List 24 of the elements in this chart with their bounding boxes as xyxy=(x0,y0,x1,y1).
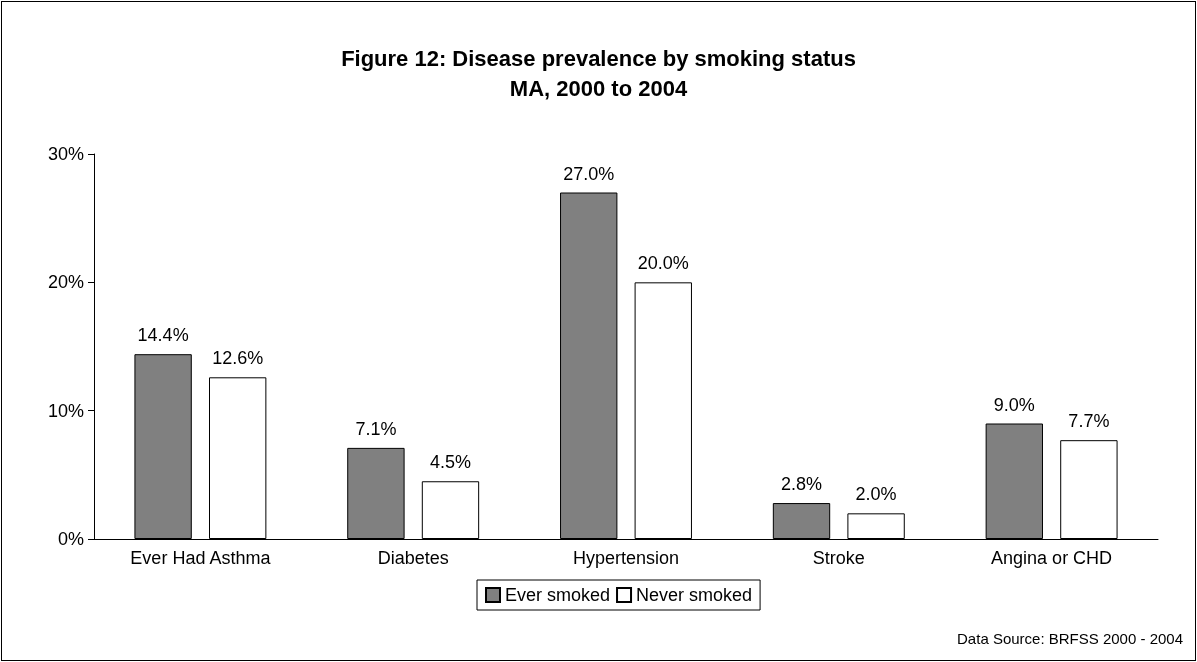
data-label: 27.0% xyxy=(563,163,615,184)
y-tick-label: 10% xyxy=(47,400,84,421)
x-tick-label: Ever Had Asthma xyxy=(130,548,272,568)
legend-label: Ever smoked xyxy=(505,585,611,605)
source-note: Data Source: BRFSS 2000 - 2004 xyxy=(957,630,1184,647)
data-label: 2.0% xyxy=(855,484,897,505)
data-label: 12.6% xyxy=(212,348,264,369)
chart-subtitle: MA, 2000 to 2004 xyxy=(509,75,688,101)
chart-title: Figure 12: Disease prevalence by smoking status xyxy=(341,45,856,71)
data-label: 14.4% xyxy=(137,325,189,346)
x-tick-label: Stroke xyxy=(812,548,865,568)
data-label: 7.7% xyxy=(1068,411,1110,432)
data-label: 2.8% xyxy=(781,474,823,495)
y-tick-label: 0% xyxy=(57,529,84,549)
data-label: 20.0% xyxy=(637,253,689,274)
x-tick-label: Hypertension xyxy=(572,548,680,568)
y-tick-label: 30% xyxy=(47,144,84,164)
y-tick-label: 20% xyxy=(47,272,84,293)
x-tick-label: Diabetes xyxy=(377,548,449,568)
data-label: 7.1% xyxy=(355,418,397,439)
x-tick-label: Angina or CHD xyxy=(991,548,1113,568)
data-label: 4.5% xyxy=(429,452,471,473)
legend-label: Never smoked xyxy=(636,585,753,605)
data-label: 9.0% xyxy=(993,394,1035,415)
